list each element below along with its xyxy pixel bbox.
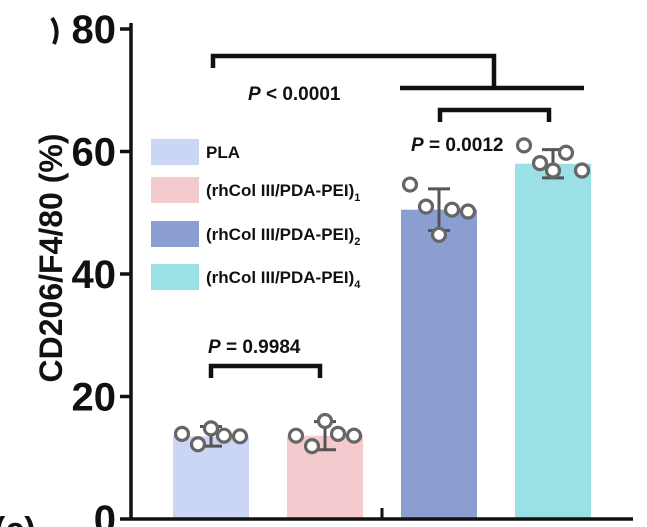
p-value-label: P = 0.9984 [208,337,301,358]
data-point [573,162,591,179]
y-tick-label: 0 [94,498,116,527]
legend-label: (rhCol III/PDA-PEI)2 [206,225,360,248]
y-tick-label: 80 [72,8,117,52]
bar [173,436,249,519]
y-tick-label: 60 [72,131,117,175]
data-point [443,201,461,218]
legend-swatch [151,264,199,290]
bar [515,163,591,519]
partial-panel-mark [50,16,59,45]
data-point [231,428,249,445]
data-point [329,425,347,442]
legend-item: (rhCol III/PDA-PEI)2 [151,221,360,248]
data-point [557,144,575,161]
legend-swatch [151,139,199,165]
bracket-pla-vs-groups [210,53,497,68]
data-point [345,427,363,444]
legend-label: (rhCol III/PDA-PEI)4 [206,268,361,291]
legend: PLA (rhCol III/PDA-PEI)1 (rhCol III/PDA-PE… [151,139,361,291]
data-point [515,137,533,154]
bar [401,209,477,519]
yticks-layer: 0 20 40 60 80 [72,8,131,527]
legend-item: PLA [151,139,240,165]
bracket-pla-vs-group1 [208,363,323,378]
data-point [303,438,321,455]
y-tick-label: 20 [72,376,117,420]
axes-layer [129,23,633,521]
p-value-label: P = 0.0012 [411,135,503,156]
significance-annotations: P < 0.0001 P = 0.0012 P = 0.9984 [50,16,584,378]
points-layer [173,137,591,455]
legend-swatch [151,221,199,247]
data-point [417,198,435,215]
data-point [173,425,191,442]
bracket-group2-vs-group4 [437,107,552,122]
legend-item: (rhCol III/PDA-PEI)1 [151,177,360,204]
bars-layer [173,163,591,519]
y-tick-label: 40 [72,253,117,297]
p-value-label: P < 0.0001 [248,84,341,105]
data-point [287,427,305,444]
legend-label: (rhCol III/PDA-PEI)1 [206,181,360,204]
bracket-groups-span [400,68,584,91]
panel-letter: (c) [0,511,36,527]
data-point [531,155,549,172]
data-point [544,162,562,179]
y-axis-label: CD206/F4/80 (%) [33,134,69,383]
data-point [430,226,448,243]
data-point [316,412,334,430]
data-point [202,420,220,437]
data-point [189,436,207,453]
data-point [459,203,477,220]
legend-item: (rhCol III/PDA-PEI)4 [151,264,361,291]
legend-swatch [151,177,199,203]
data-point [215,427,233,444]
data-point [401,176,419,193]
legend-label: PLA [206,143,240,162]
